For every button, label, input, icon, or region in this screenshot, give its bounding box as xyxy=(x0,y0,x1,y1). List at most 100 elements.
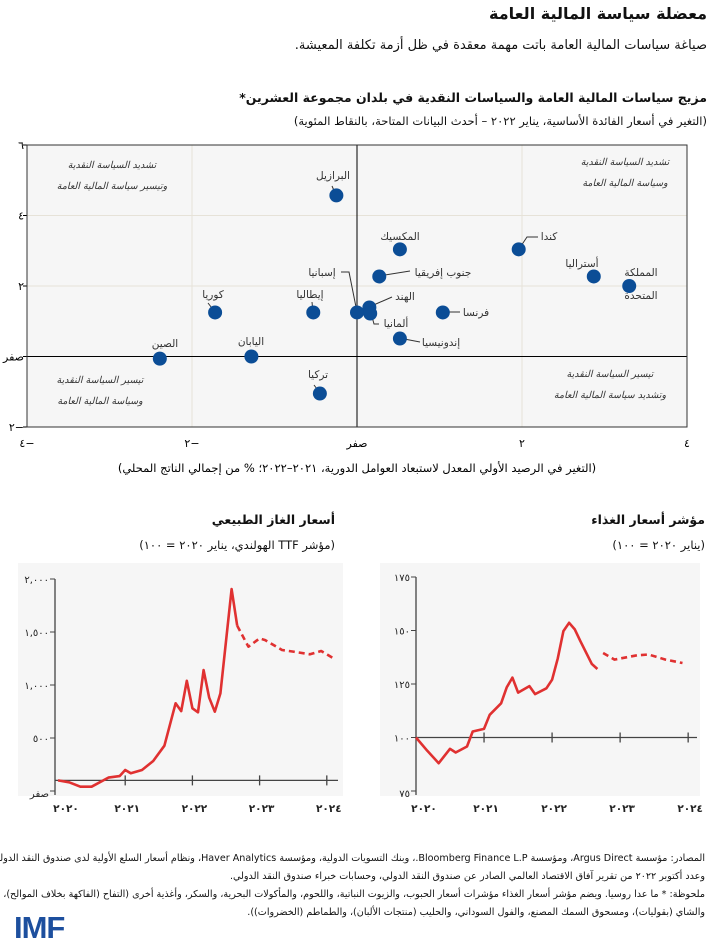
data-point: كوريا xyxy=(202,289,224,320)
plot-background xyxy=(380,563,700,796)
note-line: والشاي (بقوليات)، ومسحوق السمك المصنع، و… xyxy=(247,907,705,918)
y-tick-label: ٥٠٠ xyxy=(33,734,49,745)
point-label: أستراليا xyxy=(565,256,598,270)
scatter-dot xyxy=(435,305,450,320)
x-axis-label: (التغير في الرصيد الأولي المعدل لاستبعاد… xyxy=(118,461,596,476)
quadrant-label: تيسير السياسة النقدية xyxy=(567,369,655,380)
x-tick-label: ٢٠٢٢ xyxy=(182,803,208,815)
page-subtitle: صياغة سياسات المالية العامة باتت مهمة مع… xyxy=(294,38,707,53)
forecast-line xyxy=(236,625,334,659)
data-point: تركيا xyxy=(308,369,328,401)
x-tick-label: ٢٠٢٤ xyxy=(316,803,342,815)
x-tick-label: ٢٠٢٤ xyxy=(677,803,703,815)
x-tick-label: ٤− xyxy=(19,437,34,450)
x-tick-label: ٢ xyxy=(519,437,525,450)
plot-background xyxy=(18,563,343,796)
scatter-title: مزيج سياسات المالية العامة والسياسات الن… xyxy=(239,90,707,105)
note-line: ملحوظة: * ما عدا روسيا. ويضم مؤشر أسعار … xyxy=(0,889,705,900)
data-point: جنوب إفريقيا xyxy=(372,267,472,284)
point-label: جنوب إفريقيا xyxy=(415,267,472,279)
quadrant-label: تيسير السياسة النقدية xyxy=(57,375,145,386)
y-tick-label: ٦ xyxy=(18,139,24,152)
point-label: كندا xyxy=(541,231,558,243)
point-label: المتحدة xyxy=(624,290,657,302)
gas-chart-subtitle: (مؤشر TTF الهولندي، يناير ٢٠٢٠ = ١٠٠) xyxy=(139,538,335,552)
actual-line xyxy=(415,621,599,765)
data-point: الصين xyxy=(152,338,178,366)
scatter-dot xyxy=(306,305,321,320)
food-chart-subtitle: (يناير ٢٠٢٠ = ١٠٠) xyxy=(612,538,705,552)
data-point: المكسيك xyxy=(380,231,420,257)
data-point: إيطاليا xyxy=(296,289,324,320)
data-point: فرنسا xyxy=(435,305,489,320)
data-point: البرازيل xyxy=(316,170,350,203)
point-label: تركيا xyxy=(308,369,328,381)
actual-line xyxy=(57,587,239,789)
point-label: إندونيسيا xyxy=(422,337,460,349)
y-tick-label: ٧٥ xyxy=(399,789,410,800)
gas-price-chart: ٢,٠٠٠ ١,٥٠٠ ١,٠٠٠ ٥٠٠ صفر ٢٠٢٠ ٢٠٢١ ٢٠٢٢ ٢٠٢٣ ٢٠٢… xyxy=(18,563,343,815)
point-label: إسبانيا xyxy=(308,267,335,279)
x-tick-label: ٢٠٢٠ xyxy=(53,803,79,815)
scatter-dot xyxy=(329,188,344,203)
x-tick-label: ٢٠٢١ xyxy=(114,803,140,815)
point-label: إيطاليا xyxy=(296,289,323,301)
quadrant-label: وتيسير سياسة المالية العامة xyxy=(57,181,168,192)
plot-border xyxy=(26,144,688,428)
scatter-dot xyxy=(312,386,327,401)
y-tick-label: ١٢٥ xyxy=(394,680,410,691)
y-tick-label: ١,٠٠٠ xyxy=(24,681,49,692)
point-label: ألمانيا xyxy=(384,316,409,330)
quadrant-label: وسياسة المالية العامة xyxy=(582,178,668,189)
y-tick-label: ٢,٠٠٠ xyxy=(24,575,49,586)
gas-chart-title: أسعار الغاز الطبيعي xyxy=(211,512,335,527)
scatter-dot xyxy=(363,306,378,321)
footer-notes: المصادر: مؤسسة Argus Direct، ومؤسسة Bloo… xyxy=(0,850,705,922)
data-point: اليابان xyxy=(238,336,264,364)
x-tick-label: ٢٠٢٣ xyxy=(249,803,275,815)
y-tick-label: صفر xyxy=(29,789,49,800)
point-label: الصين xyxy=(152,338,178,350)
data-point: ألمانيا xyxy=(363,306,408,330)
scatter-dot xyxy=(622,279,637,293)
x-tick-label: ٢٠٢٢ xyxy=(541,803,567,815)
y-tick-label: ٤ xyxy=(18,210,24,223)
y-tick-label: ١٧٥ xyxy=(394,573,410,584)
scatter-dot xyxy=(372,269,387,284)
page-title: معضلة سياسة المالية العامة xyxy=(489,4,707,23)
x-tick-label: ٢٠٢٠ xyxy=(411,803,437,815)
forecast-line xyxy=(602,651,683,665)
scatter-dot xyxy=(244,349,259,364)
source-line: المصادر: مؤسسة Argus Direct، ومؤسسة Bloo… xyxy=(0,853,705,864)
point-label: المكسيك xyxy=(380,231,419,243)
y-tick-label: ١,٥٠٠ xyxy=(24,628,49,639)
data-point: أستراليا xyxy=(565,256,601,284)
x-tick-label: صفر xyxy=(346,437,368,450)
quadrant-label: تشديد السياسة النقدية xyxy=(68,160,158,171)
point-label: الهند xyxy=(395,291,415,303)
scatter-dot xyxy=(511,242,526,257)
scatter-subtitle: (التغير في أسعار الفائدة الأساسية، يناير… xyxy=(293,114,707,128)
point-label: المملكة xyxy=(624,267,657,279)
x-tick-label: ٢− xyxy=(184,437,199,450)
y-tick-label: ٢ xyxy=(18,280,24,293)
data-point: كندا xyxy=(511,231,558,257)
point-label: كوريا xyxy=(202,289,224,301)
scatter-dot xyxy=(392,242,407,257)
point-label: البرازيل xyxy=(316,170,350,182)
point-label: فرنسا xyxy=(463,307,489,319)
data-point: إسبانيا xyxy=(308,267,364,320)
quadrant-label: وسياسة المالية العامة xyxy=(57,396,143,407)
imf-logo: IMF xyxy=(14,910,65,945)
quadrant-label: وتشديد سياسة المالية العامة xyxy=(554,390,667,401)
y-tick-label: صفر xyxy=(2,351,24,364)
scatter-dot xyxy=(350,305,364,320)
scatter-dot xyxy=(392,331,407,346)
x-tick-label: ٢٠٢١ xyxy=(473,803,499,815)
y-tick-label: ١٥٠ xyxy=(394,627,410,638)
scatter-dot xyxy=(586,269,601,284)
leader-line xyxy=(341,271,358,313)
data-point: المملكة المتحدة xyxy=(622,267,658,302)
x-tick-label: ٢٠٢٣ xyxy=(609,803,635,815)
